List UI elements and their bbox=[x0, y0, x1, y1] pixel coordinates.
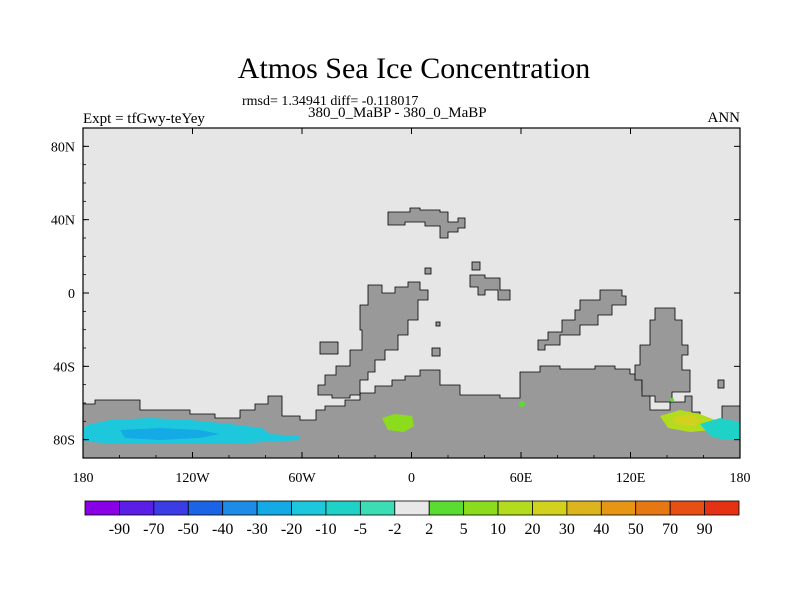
x-tick-label: 60W bbox=[288, 471, 316, 486]
land-island bbox=[319, 341, 339, 355]
y-tick-label: 0 bbox=[68, 287, 75, 302]
x-tick-label: 60E bbox=[510, 471, 533, 486]
colorbar-label: -5 bbox=[354, 521, 367, 538]
colorbar-swatch bbox=[497, 500, 533, 516]
colorbar-label: -20 bbox=[281, 521, 302, 538]
x-axis: 180 120W 60W 0 60E 120E 180 bbox=[73, 128, 751, 486]
x-tick-label: 120E bbox=[616, 471, 646, 486]
colorbar-label: 30 bbox=[559, 521, 575, 538]
positive-anomaly-spot bbox=[519, 401, 525, 407]
negative-anomaly-core bbox=[120, 428, 220, 440]
colorbar-label: 50 bbox=[628, 521, 644, 538]
y-tick-label: 80N bbox=[51, 140, 75, 155]
colorbar-swatch bbox=[532, 500, 568, 516]
colorbar-label: 20 bbox=[524, 521, 540, 538]
x-tick-label: 180 bbox=[73, 471, 94, 486]
x-tick-label: 180 bbox=[730, 471, 751, 486]
land-island bbox=[471, 261, 481, 271]
colorbar-swatch bbox=[704, 500, 740, 516]
colorbar-swatch bbox=[119, 500, 155, 516]
colorbar-swatch bbox=[222, 500, 258, 516]
positive-anomaly-spot bbox=[670, 398, 674, 402]
colorbar-swatch bbox=[153, 500, 189, 516]
land-island bbox=[717, 379, 725, 389]
colorbar-swatch bbox=[291, 500, 327, 516]
colorbar-label: 90 bbox=[697, 521, 713, 538]
colorbar-swatch bbox=[84, 500, 120, 516]
experiment-label: Expt = tfGwy-teYey bbox=[83, 111, 205, 127]
land-island bbox=[424, 267, 432, 275]
y-tick-label: 80S bbox=[53, 434, 75, 449]
colorbar-label: -70 bbox=[143, 521, 164, 538]
colorbar-label: 40 bbox=[593, 521, 609, 538]
land-island bbox=[435, 321, 441, 327]
colorbar-swatch bbox=[635, 500, 671, 516]
y-tick-label: 40S bbox=[53, 360, 75, 375]
comparison-subtitle: 380_0_MaBP - 380_0_MaBP bbox=[308, 105, 487, 121]
chart-title: Atmos Sea Ice Concentration bbox=[237, 52, 591, 85]
x-tick-label: 0 bbox=[408, 471, 415, 486]
colorbar-label: -40 bbox=[212, 521, 233, 538]
colorbar-label: -10 bbox=[315, 521, 336, 538]
land-island bbox=[431, 347, 441, 357]
colorbar-label: -30 bbox=[246, 521, 267, 538]
x-tick-label: 120W bbox=[175, 471, 210, 486]
colorbar: -90 -70 -50 -40 -30 -20 -10 -5 -2 2 5 10 20 30 40 50 70 9… bbox=[84, 500, 740, 538]
positive-anomaly-core-east bbox=[672, 414, 702, 426]
positive-anomaly-region-atlantic bbox=[382, 414, 414, 432]
y-axis: 80N 40N 0 40S 80S bbox=[51, 127, 740, 459]
colorbar-swatch bbox=[187, 500, 224, 516]
colorbar-swatch bbox=[463, 500, 499, 516]
colorbar-swatch bbox=[566, 500, 602, 516]
land-north-block bbox=[387, 207, 466, 239]
stats-subtitle: rmsd= 1.34941 diff= -0.118017 bbox=[242, 94, 419, 109]
colorbar-swatch bbox=[394, 500, 430, 516]
colorbar-label: 2 bbox=[425, 521, 433, 538]
colorbar-swatch bbox=[428, 500, 465, 516]
colorbar-label: 5 bbox=[460, 521, 468, 538]
colorbar-label: -2 bbox=[388, 521, 401, 538]
colorbar-swatch bbox=[600, 500, 637, 516]
land-south-america bbox=[317, 281, 429, 399]
colorbar-swatch bbox=[325, 500, 361, 516]
colorbar-swatch bbox=[359, 500, 396, 516]
colorbar-label: -90 bbox=[109, 521, 130, 538]
colorbar-swatch bbox=[256, 500, 292, 516]
colorbar-label: 10 bbox=[490, 521, 506, 538]
land-asia-arc bbox=[537, 289, 627, 351]
colorbar-swatch bbox=[669, 500, 705, 516]
negative-anomaly-region-east bbox=[700, 418, 740, 440]
colorbar-label: -50 bbox=[178, 521, 199, 538]
colorbar-label: 70 bbox=[662, 521, 678, 538]
season-label: ANN bbox=[707, 110, 741, 126]
anomaly-fields bbox=[83, 398, 740, 444]
y-tick-label: 40N bbox=[51, 214, 75, 229]
land-africa bbox=[469, 274, 511, 301]
